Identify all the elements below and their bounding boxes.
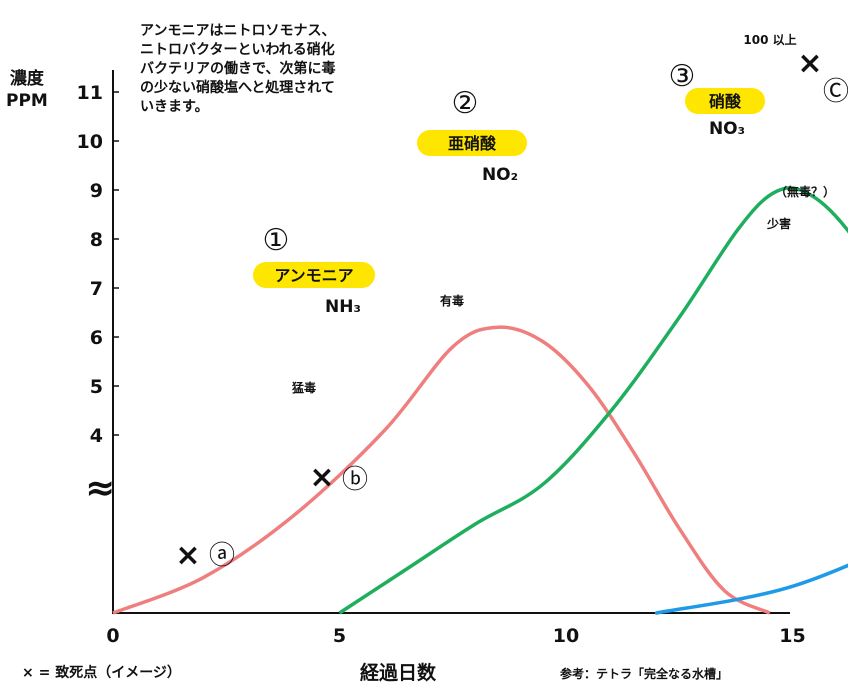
series-line-nitrate (654, 563, 848, 615)
explanation-text: アンモニアはニトロソモナス、 ニトロバクターといわれる硝化 バクテリアの働きで、… (140, 22, 412, 117)
y-tick-label: 4 (90, 425, 103, 447)
y-tick-label: 8 (90, 229, 103, 251)
explanation-line-3: バクテリアの働きで、次第に毒 (140, 61, 336, 77)
nitrate-over-label: 100 以上 (743, 32, 796, 47)
death-point-label: Ⓒ (823, 77, 848, 107)
explanation-line-2: ニトロバクターといわれる硝化 (140, 42, 335, 58)
explanation-line-4: の少ない硝酸塩へと処理されて (140, 80, 335, 96)
nitrite-name: 亜硝酸 (448, 134, 497, 153)
death-point-mark: × (797, 46, 822, 81)
explanation-line-5: いきます。 (140, 99, 209, 115)
reference-note: 参考：テトラ「完全なる水槽」 (560, 667, 729, 681)
x-tick-label: 0 (106, 625, 119, 647)
nitrite-number: ② (452, 86, 479, 121)
death-point-mark: × (175, 538, 200, 573)
death-point-mark: × (309, 460, 334, 495)
nitrate-number: ③ (669, 59, 696, 94)
ammonia-name-highlight (253, 262, 375, 288)
nitrate-name: 硝酸 (709, 92, 742, 111)
x-tick-label: 5 (333, 625, 346, 647)
x-axis-label: 経過日数 (360, 662, 437, 684)
nitrite-name-highlight (417, 130, 527, 156)
y-axis-label: 濃度 PPM (6, 68, 48, 112)
axis-break-symbol: ≈ (85, 468, 115, 509)
y-tick-label: 9 (90, 180, 103, 202)
series-line-ammonia (112, 325, 771, 615)
ammonia-toxicity: 猛毒 (291, 380, 316, 395)
ammonia-name: アンモニア (274, 266, 353, 285)
y-tick-label: 7 (90, 278, 103, 300)
x-tick-label: 10 (553, 625, 579, 647)
y-axis-label-line-1: 濃度 (9, 69, 44, 89)
x-tick-label: 15 (779, 625, 805, 647)
y-tick-label: 6 (90, 327, 103, 349)
nitrite-toxicity: 有毒 (440, 293, 464, 308)
death-point-label: ⓑ (342, 465, 368, 495)
legend-death-point: × = 致死点（イメージ） (22, 665, 181, 681)
nitrate-formula: NO₃ (709, 119, 745, 139)
y-tick-label: 11 (77, 82, 103, 104)
y-axis-label-line-2: PPM (6, 91, 48, 111)
nitrate-note: （無毒？） (775, 184, 835, 199)
series-line-nitrite (338, 186, 848, 615)
explanation-line-1: アンモニアはニトロソモナス、 (140, 23, 336, 39)
ammonia-number: ① (263, 223, 290, 258)
death-point-label: ⓐ (209, 541, 235, 571)
ammonia-formula: NH₃ (325, 297, 361, 317)
nitrate-toxicity: 少害 (766, 216, 791, 231)
y-tick-label: 10 (77, 131, 103, 153)
y-tick-label: 5 (90, 376, 103, 398)
nitrite-formula: NO₂ (482, 165, 518, 185)
nitrate-name-highlight (685, 88, 765, 114)
